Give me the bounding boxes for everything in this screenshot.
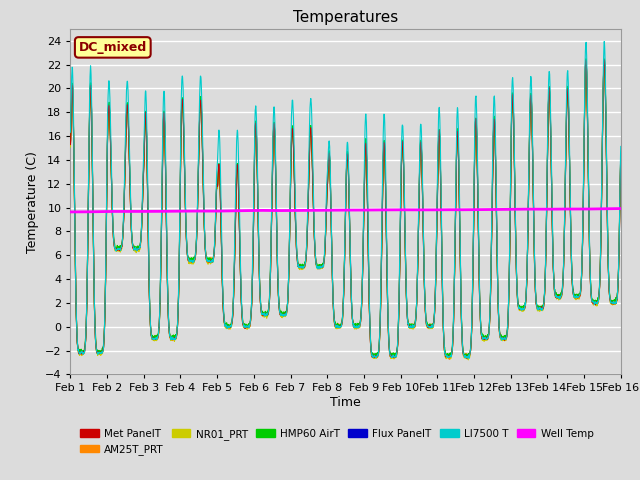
Title: Temperatures: Temperatures <box>293 10 398 25</box>
Legend: Met PanelT, AM25T_PRT, NR01_PRT, HMP60 AirT, Flux PanelT, LI7500 T, Well Temp: Met PanelT, AM25T_PRT, NR01_PRT, HMP60 A… <box>76 424 598 459</box>
X-axis label: Time: Time <box>330 396 361 409</box>
Y-axis label: Temperature (C): Temperature (C) <box>26 151 39 252</box>
Text: DC_mixed: DC_mixed <box>79 41 147 54</box>
